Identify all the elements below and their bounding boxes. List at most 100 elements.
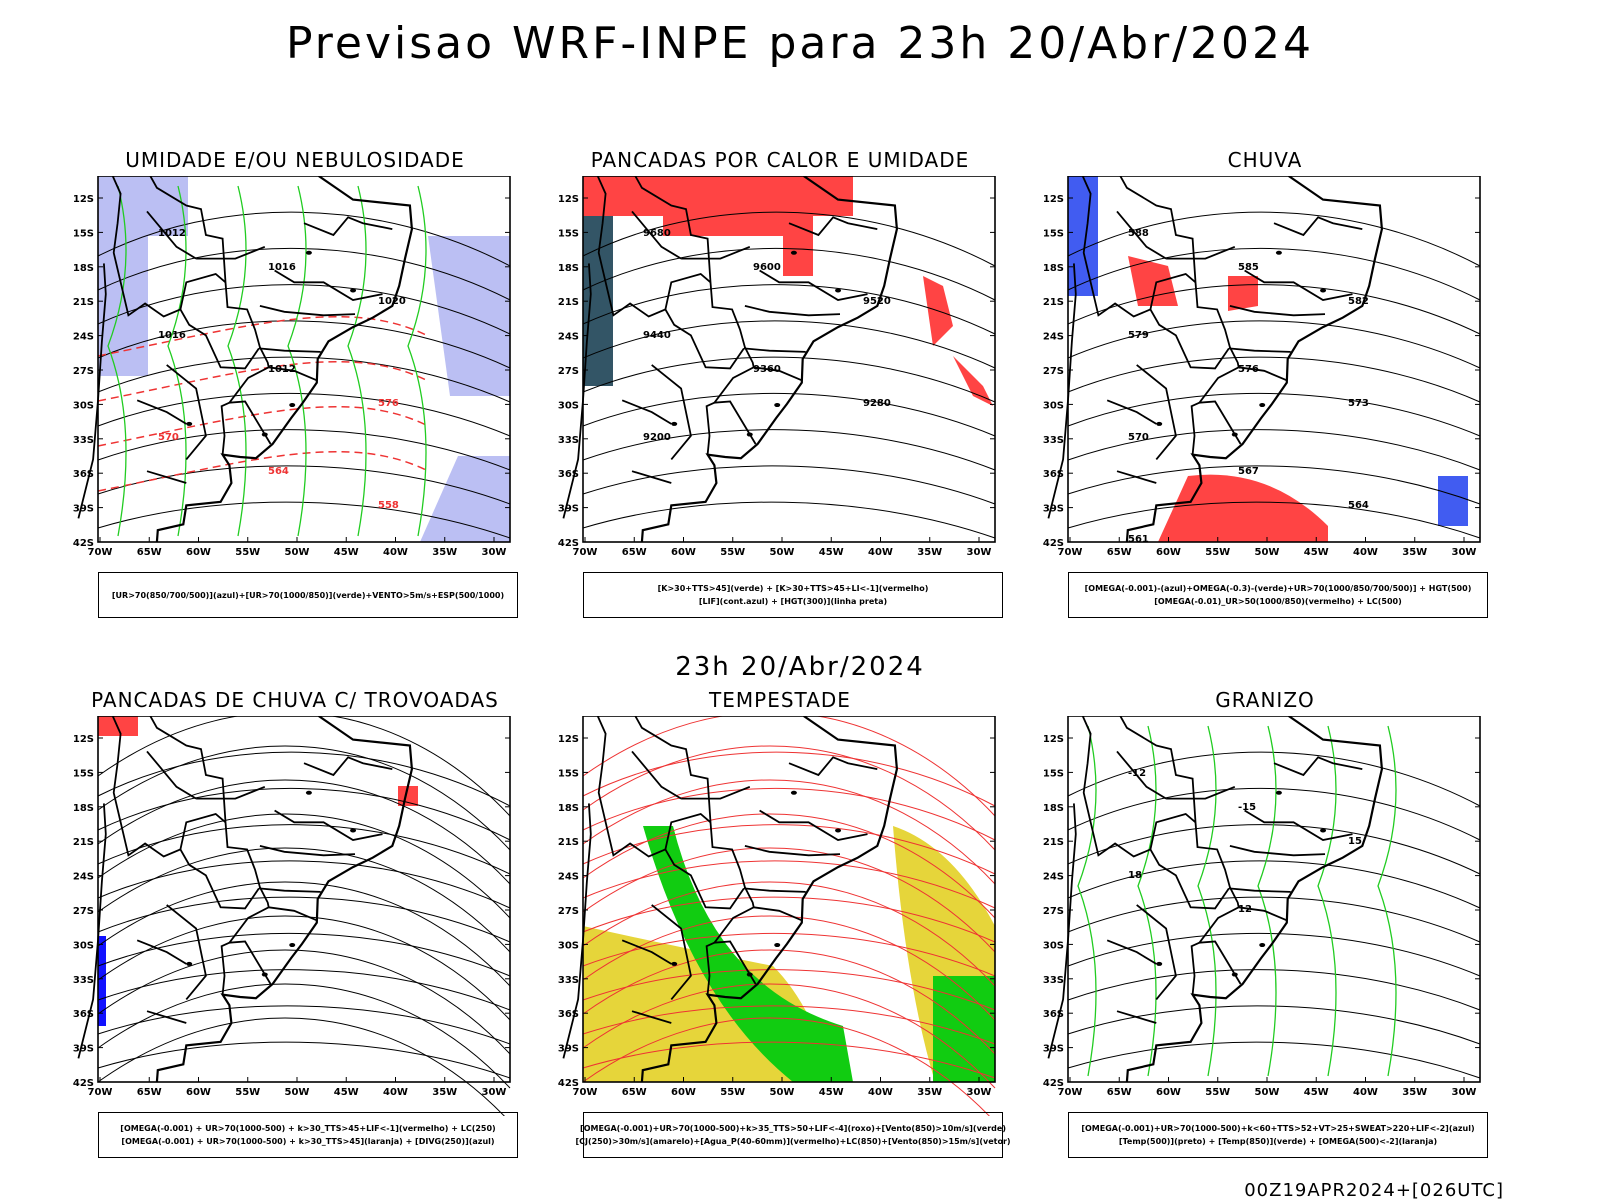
contour-line — [97, 392, 511, 437]
panel-title: CHUVA — [1227, 148, 1303, 172]
contour-line — [582, 356, 996, 403]
lon-tick-label: 35W — [917, 1087, 942, 1098]
green-contour — [107, 185, 127, 537]
lake — [774, 403, 781, 408]
streamline — [582, 745, 996, 851]
panel-legend: [K>30+TTS>45](verde) + [K>30+TTS>45+LI<-… — [583, 572, 1003, 618]
lon-tick-label: 40W — [868, 547, 893, 558]
contour-line — [582, 751, 996, 807]
contour-label: 1012 — [158, 228, 186, 239]
streamline — [582, 716, 996, 817]
panel-legend: [OMEGA(-0.001)-(azul)+OMEGA(-0.3)-(verde… — [1068, 572, 1488, 618]
legend-line: [OMEGA(-0.001)-(azul)+OMEGA(-0.3)-(verde… — [1084, 584, 1472, 593]
valid-time-title: 23h 20/Abr/2024 — [675, 652, 925, 682]
border-line — [146, 1010, 187, 1024]
contour-label: 1020 — [378, 296, 406, 307]
lat-tick-label: 24S — [1043, 332, 1064, 343]
lon-tick-label: 45W — [819, 1087, 844, 1098]
lat-tick-label: 33S — [73, 975, 94, 986]
border-line — [1081, 176, 1230, 370]
border-line — [631, 210, 682, 260]
border-line — [1238, 366, 1288, 382]
green-contour — [1137, 725, 1157, 1077]
contour-line — [582, 247, 996, 301]
wind-area — [933, 976, 995, 1082]
lat-tick-label: 21S — [1043, 837, 1064, 848]
panel-title: PANCADAS DE CHUVA C/ TROVOADAS — [91, 688, 499, 712]
border-line — [788, 756, 878, 777]
border-line — [705, 941, 715, 995]
panel-title: UMIDADE E/OU NEBULOSIDADE — [125, 148, 465, 172]
contour-label: 12 — [1238, 904, 1252, 915]
lat-tick-label: 36S — [1043, 1009, 1064, 1020]
lon-tick-label: 45W — [1304, 1087, 1329, 1098]
border-line — [166, 904, 207, 1000]
contour-label: 9600 — [753, 262, 781, 273]
lon-tick-label: 50W — [285, 1087, 310, 1098]
border-line — [1228, 347, 1291, 353]
streamline — [582, 847, 996, 953]
contour-label: 570 — [1128, 432, 1149, 443]
lon-tick-label: 30W — [967, 1087, 992, 1098]
green-contour — [1317, 725, 1337, 1077]
contour-label: 576 — [378, 398, 399, 409]
contour-label: 9200 — [643, 432, 671, 443]
contour-line — [582, 465, 996, 505]
border-line — [1106, 939, 1157, 965]
rain-area — [1158, 474, 1328, 542]
border-line — [179, 813, 227, 850]
lake — [261, 432, 268, 437]
lat-tick-label: 39S — [1043, 1044, 1064, 1055]
lat-tick-label: 21S — [73, 297, 94, 308]
lon-tick-label: 70W — [1058, 1087, 1083, 1098]
coastline — [155, 176, 414, 543]
border-line — [259, 305, 356, 317]
border-line — [597, 716, 757, 985]
lon-tick-label: 40W — [383, 547, 408, 558]
border-line — [166, 364, 207, 460]
lat-tick-label: 30S — [558, 400, 579, 411]
lake — [1259, 403, 1266, 408]
map-frame — [582, 176, 996, 543]
contour-line — [582, 392, 996, 437]
contour-line — [97, 211, 511, 267]
streamline — [97, 915, 511, 1021]
lon-tick-label: 70W — [1058, 547, 1083, 558]
legend-line: [UR>70(850/700/500)](azul)+[UR>70(1000/8… — [111, 590, 505, 600]
contour-line — [1067, 896, 1481, 943]
lake — [289, 403, 296, 408]
map-granizo: -12 -15 15 18 12 12S 15S 18S 21S 24S 27S 30S 33S 36S 3… — [1043, 716, 1481, 1098]
panel-title: PANCADAS POR CALOR E UMIDADE — [590, 148, 970, 172]
instability-area — [583, 216, 613, 386]
lake — [790, 790, 797, 795]
lat-tick-label: 12S — [558, 734, 579, 745]
lat-tick-label: 33S — [1043, 435, 1064, 446]
contour-line — [1067, 247, 1481, 301]
border-line — [743, 887, 806, 893]
border-line — [744, 305, 841, 317]
lon-tick-label: 50W — [1255, 547, 1280, 558]
contour-label: 564 — [1348, 500, 1369, 511]
green-contour — [287, 185, 307, 537]
panel-legend: [OMEGA(-0.001)+UR>70(1000-500)+k>35_TTS>… — [575, 1112, 1011, 1158]
green-contour — [1377, 725, 1397, 1077]
coastline — [155, 716, 414, 1083]
border-line — [268, 366, 318, 382]
lat-tick-label: 18S — [558, 263, 579, 274]
border-line — [258, 887, 321, 893]
contour-line — [1067, 1041, 1481, 1079]
lon-tick-label: 50W — [285, 547, 310, 558]
lake — [305, 790, 312, 795]
lake — [671, 421, 678, 426]
humidity-shade — [98, 176, 188, 376]
lat-tick-label: 39S — [558, 504, 579, 515]
streamline — [97, 881, 511, 987]
border-line — [274, 269, 383, 301]
streamline — [582, 1017, 990, 1116]
border-line — [759, 269, 868, 301]
lake — [835, 288, 842, 293]
border-line — [1166, 785, 1236, 800]
lake — [1231, 972, 1238, 977]
run-info-footer: 00Z19APR2024+[026UTC] — [1244, 1180, 1504, 1201]
lat-tick-label: 39S — [1043, 504, 1064, 515]
